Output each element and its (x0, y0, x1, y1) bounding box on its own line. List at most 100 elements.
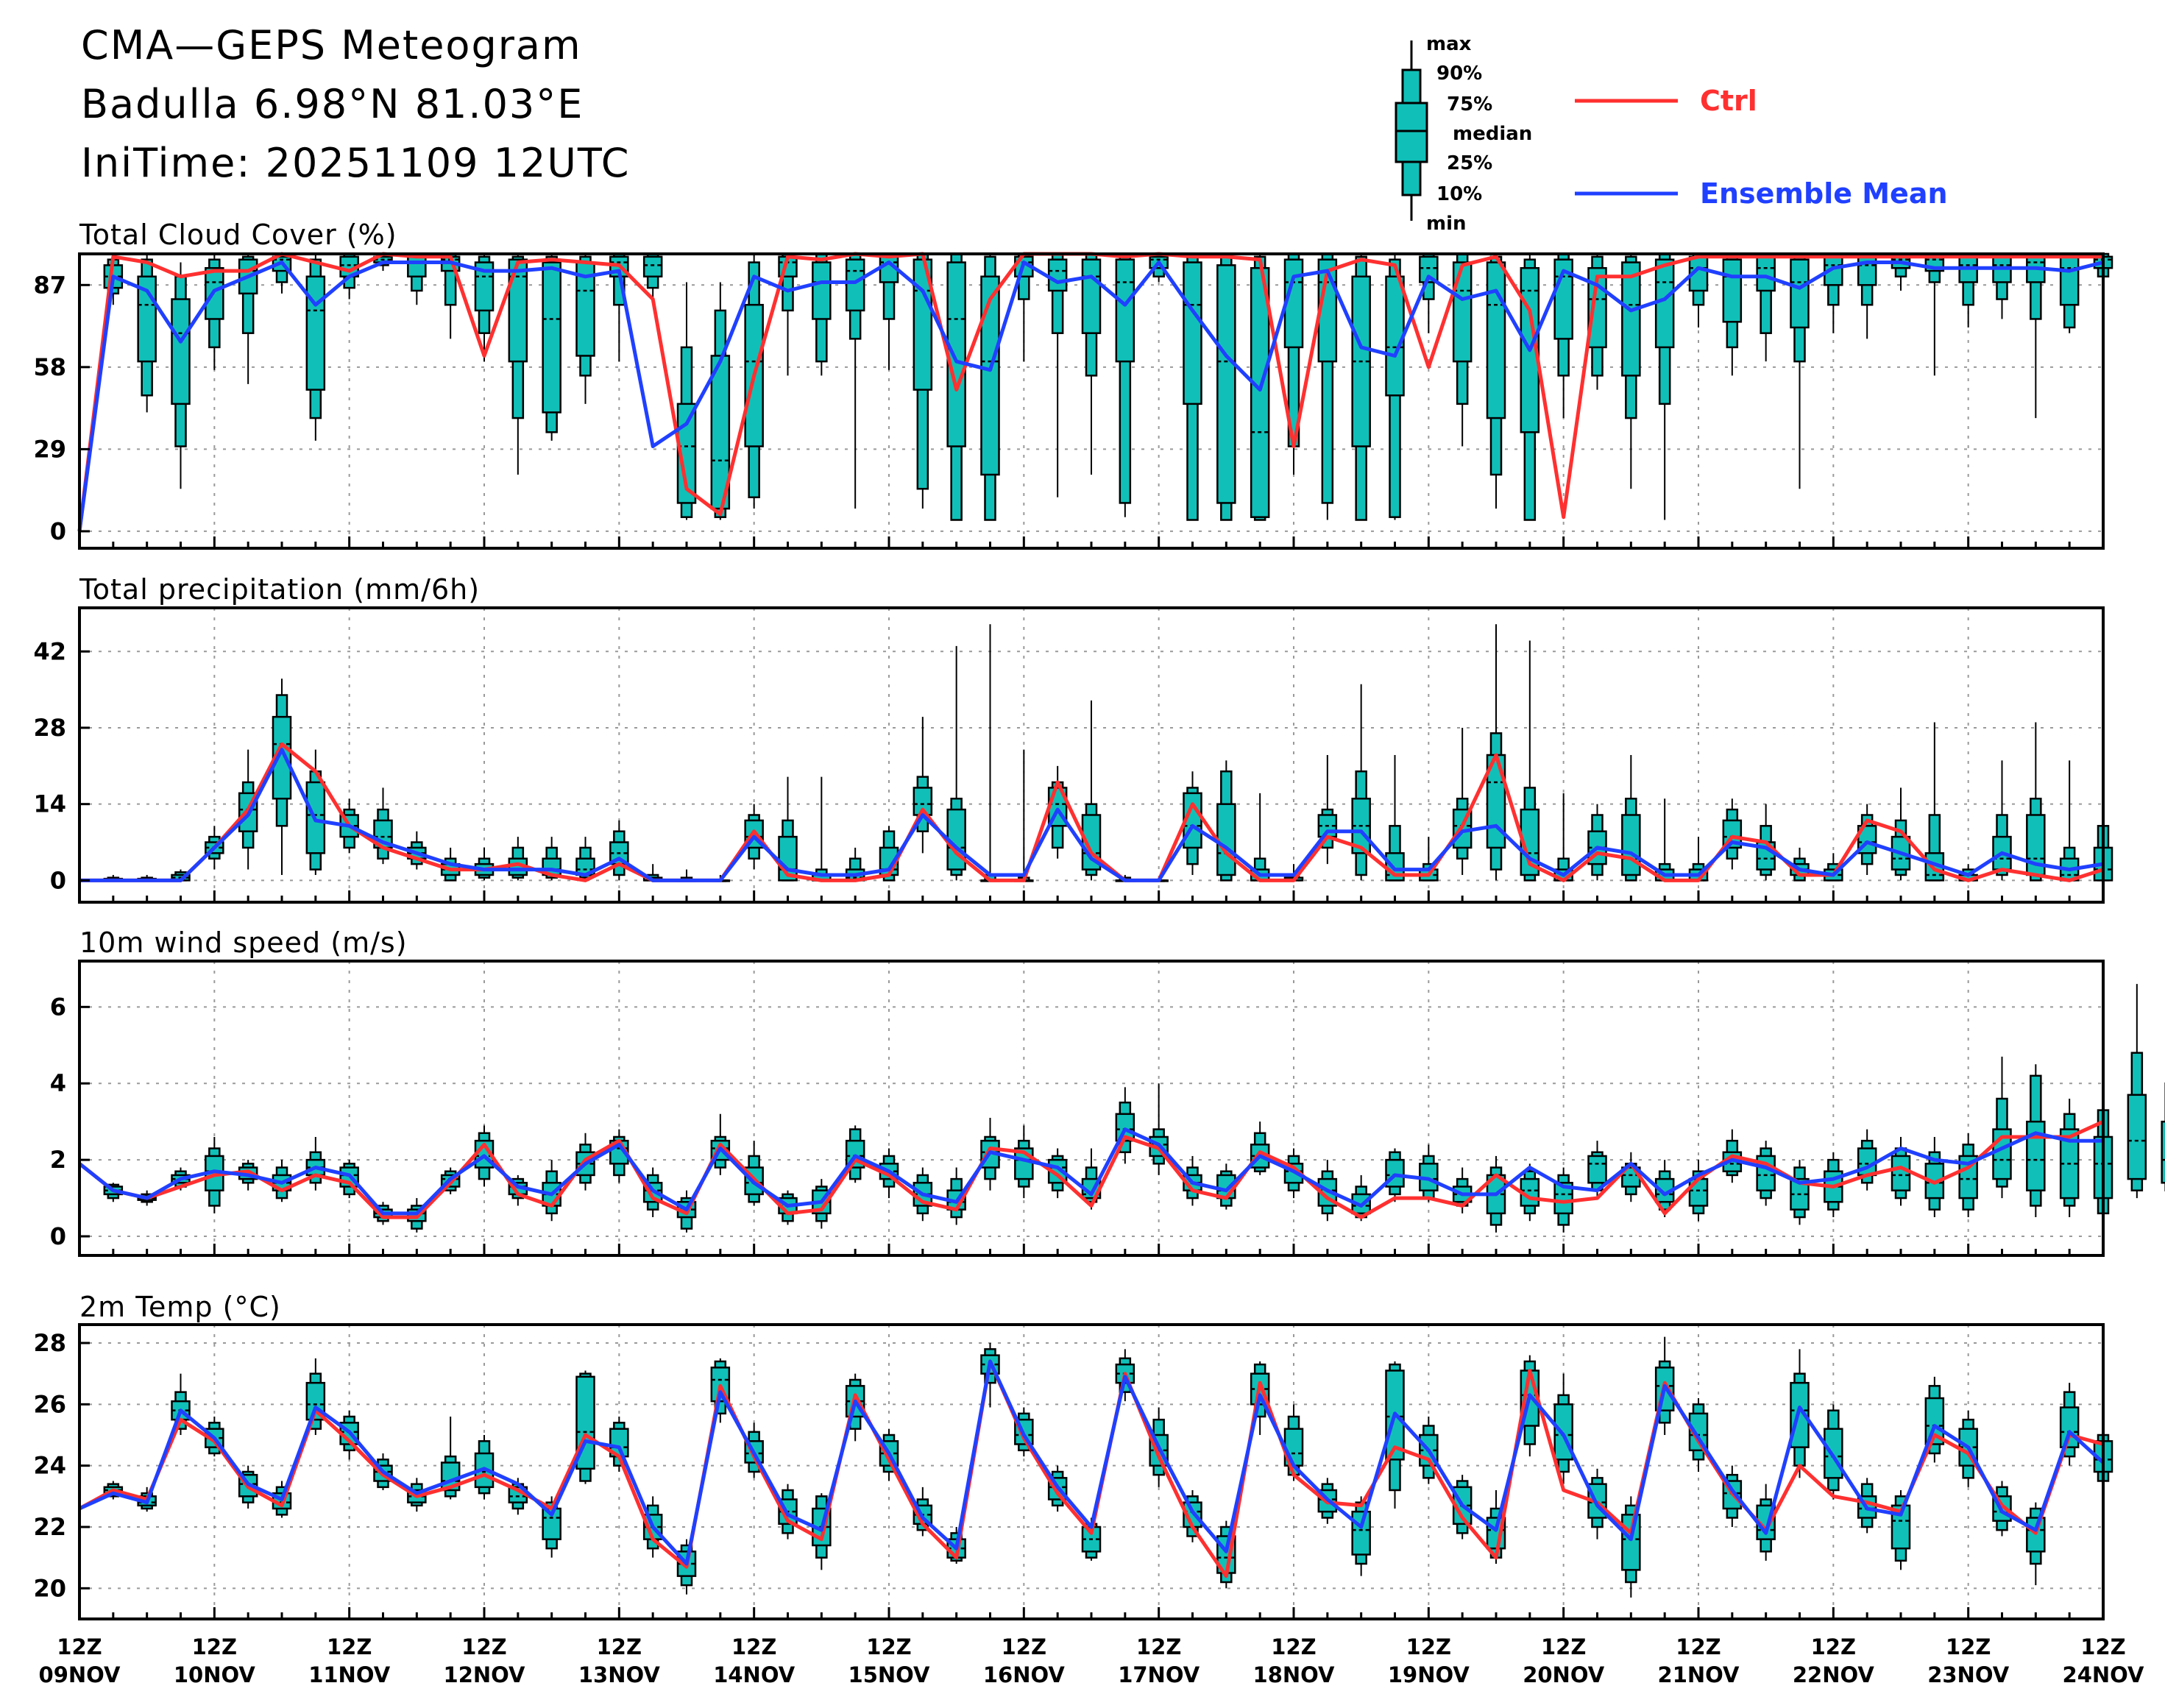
y-tick-label: 58 (33, 353, 66, 381)
panel-title-temp: 2m Temp (°C) (79, 1291, 281, 1323)
ensemble-boxplot (1351, 1496, 1371, 1576)
box-p25-p75 (542, 261, 561, 414)
x-tick-label-date: 20NOV (1523, 1662, 1605, 1687)
line-legend: Ctrl Ensemble Mean (1575, 85, 1948, 210)
y-tick-label: 87 (33, 271, 66, 299)
ensemble-boxplot (1183, 252, 1202, 521)
box-p25-p75 (812, 261, 832, 320)
ensemble-boxplot (542, 254, 561, 441)
box-p25-p75 (1486, 261, 1506, 419)
box-p25-p75 (1216, 264, 1236, 504)
ensemble-boxplot (1790, 252, 1810, 489)
box-p25-p75 (1250, 266, 1270, 518)
ensemble-boxplot (1621, 254, 1641, 489)
x-tick-label-date: 19NOV (1388, 1662, 1470, 1687)
ensemble-boxplot (1216, 254, 1236, 521)
ctrl-line (79, 742, 2104, 882)
panel-title-cloud: Total Cloud Cover (%) (79, 219, 397, 251)
box-p25-p75 (1790, 258, 1810, 329)
x-tick-label-date: 15NOV (848, 1662, 931, 1687)
y-tick-label: 0 (50, 866, 66, 894)
ensemble-boxplot (1722, 252, 1743, 376)
box-p25-p75 (1621, 1514, 1641, 1571)
x-tick-label-hour: 12Z (327, 1634, 372, 1659)
x-tick-label-hour: 12Z (1811, 1634, 1856, 1659)
box-p25-p75 (407, 255, 427, 278)
x-tick-label-date: 18NOV (1253, 1662, 1336, 1687)
ensemble-boxplot (575, 1370, 595, 1484)
box-p25-p75 (2161, 1120, 2165, 1184)
y-tick-label: 20 (33, 1574, 66, 1602)
title-model: CMA—GEPS Meteogram (81, 22, 582, 68)
x-tick-label-hour: 12Z (1406, 1634, 1451, 1659)
y-tick-label: 14 (33, 790, 66, 818)
x-tick-label-hour: 12Z (1541, 1634, 1586, 1659)
ensemble-boxplot (205, 254, 224, 370)
legend-mean-label: Ensemble Mean (1700, 177, 1948, 210)
box-p25-p75 (1756, 255, 1776, 292)
panel-title-precip: Total precipitation (mm/6h) (79, 573, 480, 606)
x-tick-label-hour: 12Z (461, 1634, 506, 1659)
box-p25-p75 (1351, 1510, 1371, 1556)
title-location: Badulla 6.98°N 81.03°E (81, 81, 584, 127)
x-tick-label-date: 12NOV (444, 1662, 526, 1687)
y-tick-label: 28 (33, 714, 66, 742)
box-p25-p75 (1790, 1381, 1810, 1448)
box-p25-p75 (642, 255, 663, 278)
box-p25-p75 (1419, 1163, 1439, 1191)
y-tick-label: 42 (33, 637, 66, 665)
box-p25-p75 (1183, 261, 1202, 405)
panel-title-wind: 10m wind speed (m/s) (79, 926, 408, 959)
y-tick-label: 6 (50, 993, 66, 1021)
ensemble-boxplot (1857, 252, 1877, 339)
x-tick-label-hour: 12Z (866, 1634, 911, 1659)
legend-min-label: min (1426, 213, 1467, 235)
ensemble-boxplot (1654, 252, 1675, 520)
ensemble-mean-line (77, 261, 2104, 532)
panel-total-precipitation: Total precipitation (mm/6h) 0 14 28 42 (33, 573, 2113, 904)
box-p25-p75 (2059, 255, 2080, 306)
y-tick-label: 22 (33, 1513, 66, 1541)
ensemble-boxplot (946, 252, 966, 521)
ensemble-mean-line (78, 1359, 2105, 1566)
y-tick-label: 0 (50, 1222, 66, 1250)
x-tick-label-date: 14NOV (713, 1662, 796, 1687)
ensemble-boxplot (1553, 252, 1573, 419)
ensemble-boxplot (2127, 984, 2147, 1199)
x-tick-label-date: 21NOV (1658, 1662, 1740, 1687)
x-tick-label-date: 09NOV (39, 1662, 121, 1687)
x-tick-label-hour: 12Z (1002, 1634, 1046, 1659)
legend-inner-box (1395, 102, 1428, 163)
x-tick-label-hour: 12Z (192, 1634, 237, 1659)
legend-p90-label: 90% (1436, 63, 1482, 85)
legend-max-label: max (1426, 33, 1472, 55)
ensemble-boxplot (1486, 254, 1506, 509)
box-p25-p75 (980, 275, 1000, 476)
y-tick-label: 2 (50, 1146, 66, 1174)
x-axis-time-labels: 12Z 09NOV 12Z 10NOV 12Z 11NOV 12Z 12NOV 12Z 13NOV… (39, 1634, 2145, 1687)
box-p25-p75 (1621, 814, 1641, 876)
ensemble-boxplot (913, 252, 933, 509)
x-tick-label-date: 16NOV (983, 1662, 1066, 1687)
y-tick-label: 24 (33, 1452, 66, 1480)
x-tick-label-date: 11NOV (308, 1662, 391, 1687)
legend-p25-label: 25% (1447, 152, 1492, 174)
legend-p10-label: 10% (1436, 183, 1482, 205)
panel-total-cloud-cover: Total Cloud Cover (%) 0 29 58 87 (33, 219, 2113, 550)
ensemble-boxplot (1351, 1174, 1371, 1222)
ensemble-boxplot (845, 252, 865, 509)
box-p25-p75 (1385, 275, 1405, 397)
legend-ctrl-label: Ctrl (1700, 85, 1757, 117)
ensemble-boxplot (1385, 254, 1405, 520)
ensemble-boxplot (575, 254, 595, 404)
box-p25-p75 (1654, 258, 1675, 349)
x-tick-label-hour: 12Z (597, 1634, 642, 1659)
x-tick-label-hour: 12Z (1676, 1634, 1721, 1659)
x-tick-label-date: 13NOV (578, 1662, 661, 1687)
legend-outer-box-upper (1401, 68, 1422, 104)
x-tick-label-date: 24NOV (2063, 1662, 2145, 1687)
legend-p75-label: 75% (1447, 93, 1492, 116)
ensemble-boxplot (1351, 254, 1371, 521)
box-p25-p75 (1452, 261, 1473, 363)
ensemble-boxplot (1520, 254, 1540, 521)
